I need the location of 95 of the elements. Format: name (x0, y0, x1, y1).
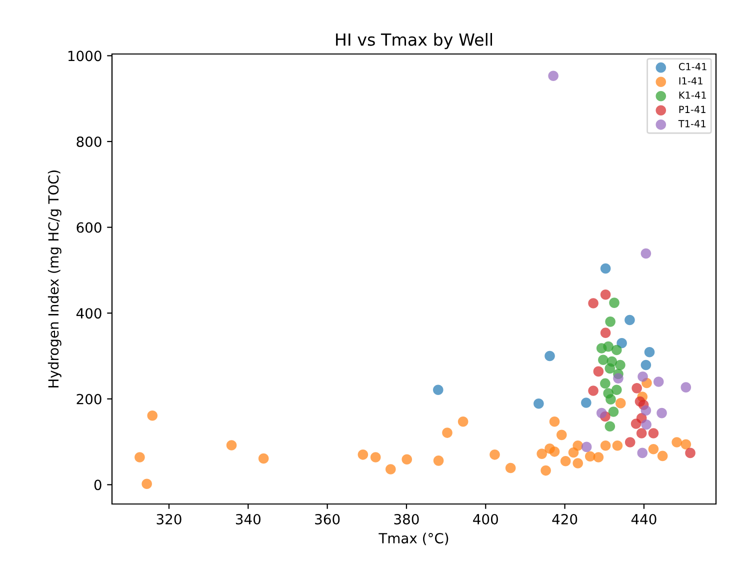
point (490, 450, 500, 460)
point (458, 416, 468, 427)
point (616, 338, 627, 348)
point (536, 448, 547, 459)
point (593, 452, 604, 462)
point (142, 478, 152, 489)
legend-label: C1-41 (678, 62, 706, 70)
point (505, 462, 516, 474)
point (612, 344, 622, 356)
legend-label: I1-41 (679, 77, 702, 84)
point (648, 428, 659, 438)
point (432, 384, 444, 396)
x-tick-label: 420 (552, 514, 578, 524)
legend-label: P1-41 (679, 106, 706, 113)
point (672, 437, 682, 448)
point (605, 316, 616, 327)
point (556, 430, 567, 440)
point (632, 383, 642, 394)
point (534, 398, 544, 409)
point (624, 314, 635, 326)
x-tick-label: 380 (394, 514, 419, 524)
y-tick-label: 600 (76, 222, 102, 233)
point (680, 439, 692, 450)
point (402, 454, 412, 465)
x-tick-label: 320 (156, 514, 182, 524)
point (581, 442, 592, 452)
point (606, 394, 616, 404)
point (544, 350, 555, 362)
point (624, 437, 636, 448)
x-axis-title: Tmax (°C) (378, 532, 448, 546)
point (600, 328, 611, 338)
x-tick-label: 440 (631, 514, 656, 524)
point (600, 378, 610, 389)
point (656, 408, 667, 418)
point (549, 446, 560, 457)
chart-title: HI vs Tmax by Well (336, 33, 492, 50)
point (615, 360, 626, 370)
point (640, 248, 652, 259)
point (596, 408, 607, 418)
point (609, 298, 620, 308)
y-axis-title: Hydrogen Index (mg HC/g TOC) (48, 170, 62, 388)
point (640, 405, 652, 416)
point (572, 458, 584, 468)
y-tick-label: 800 (76, 136, 102, 147)
point (680, 382, 692, 392)
y-tick-label: 1000 (68, 50, 102, 62)
y-tick-label: 200 (76, 394, 102, 404)
point (636, 428, 647, 438)
point (657, 450, 668, 462)
point (560, 456, 571, 466)
point (638, 371, 648, 382)
point (433, 456, 444, 466)
point (593, 366, 604, 377)
point (358, 450, 368, 460)
point (442, 428, 452, 438)
point (604, 421, 616, 432)
point (644, 346, 655, 358)
point (548, 70, 558, 82)
point (653, 376, 664, 387)
point (226, 440, 237, 450)
point (598, 354, 608, 366)
x-tick-label: 400 (473, 514, 498, 524)
point (630, 418, 642, 429)
point (640, 360, 652, 370)
y-tick-label: 400 (76, 308, 102, 319)
y-tick-label: 0 (94, 480, 102, 490)
point (588, 386, 598, 396)
x-tick-label: 340 (236, 514, 260, 524)
point (600, 263, 611, 274)
point (134, 452, 145, 462)
point (612, 384, 622, 396)
legend-label: K1-41 (679, 92, 706, 99)
point (608, 406, 619, 417)
point (370, 452, 381, 462)
point (600, 440, 611, 451)
point (637, 448, 648, 458)
point (588, 298, 598, 308)
point (147, 410, 158, 421)
point (549, 416, 560, 427)
point (540, 465, 551, 476)
point (572, 440, 584, 451)
point (648, 444, 659, 454)
x-tick-label: 360 (315, 514, 340, 524)
point (600, 290, 611, 300)
point (385, 464, 396, 474)
point (604, 363, 616, 374)
point (613, 373, 624, 384)
legend-label: T1-41 (678, 120, 706, 128)
point (581, 398, 592, 408)
point (258, 453, 269, 464)
point (603, 341, 614, 352)
point (615, 398, 626, 408)
point (685, 448, 696, 458)
point (641, 419, 652, 430)
point (612, 440, 623, 451)
